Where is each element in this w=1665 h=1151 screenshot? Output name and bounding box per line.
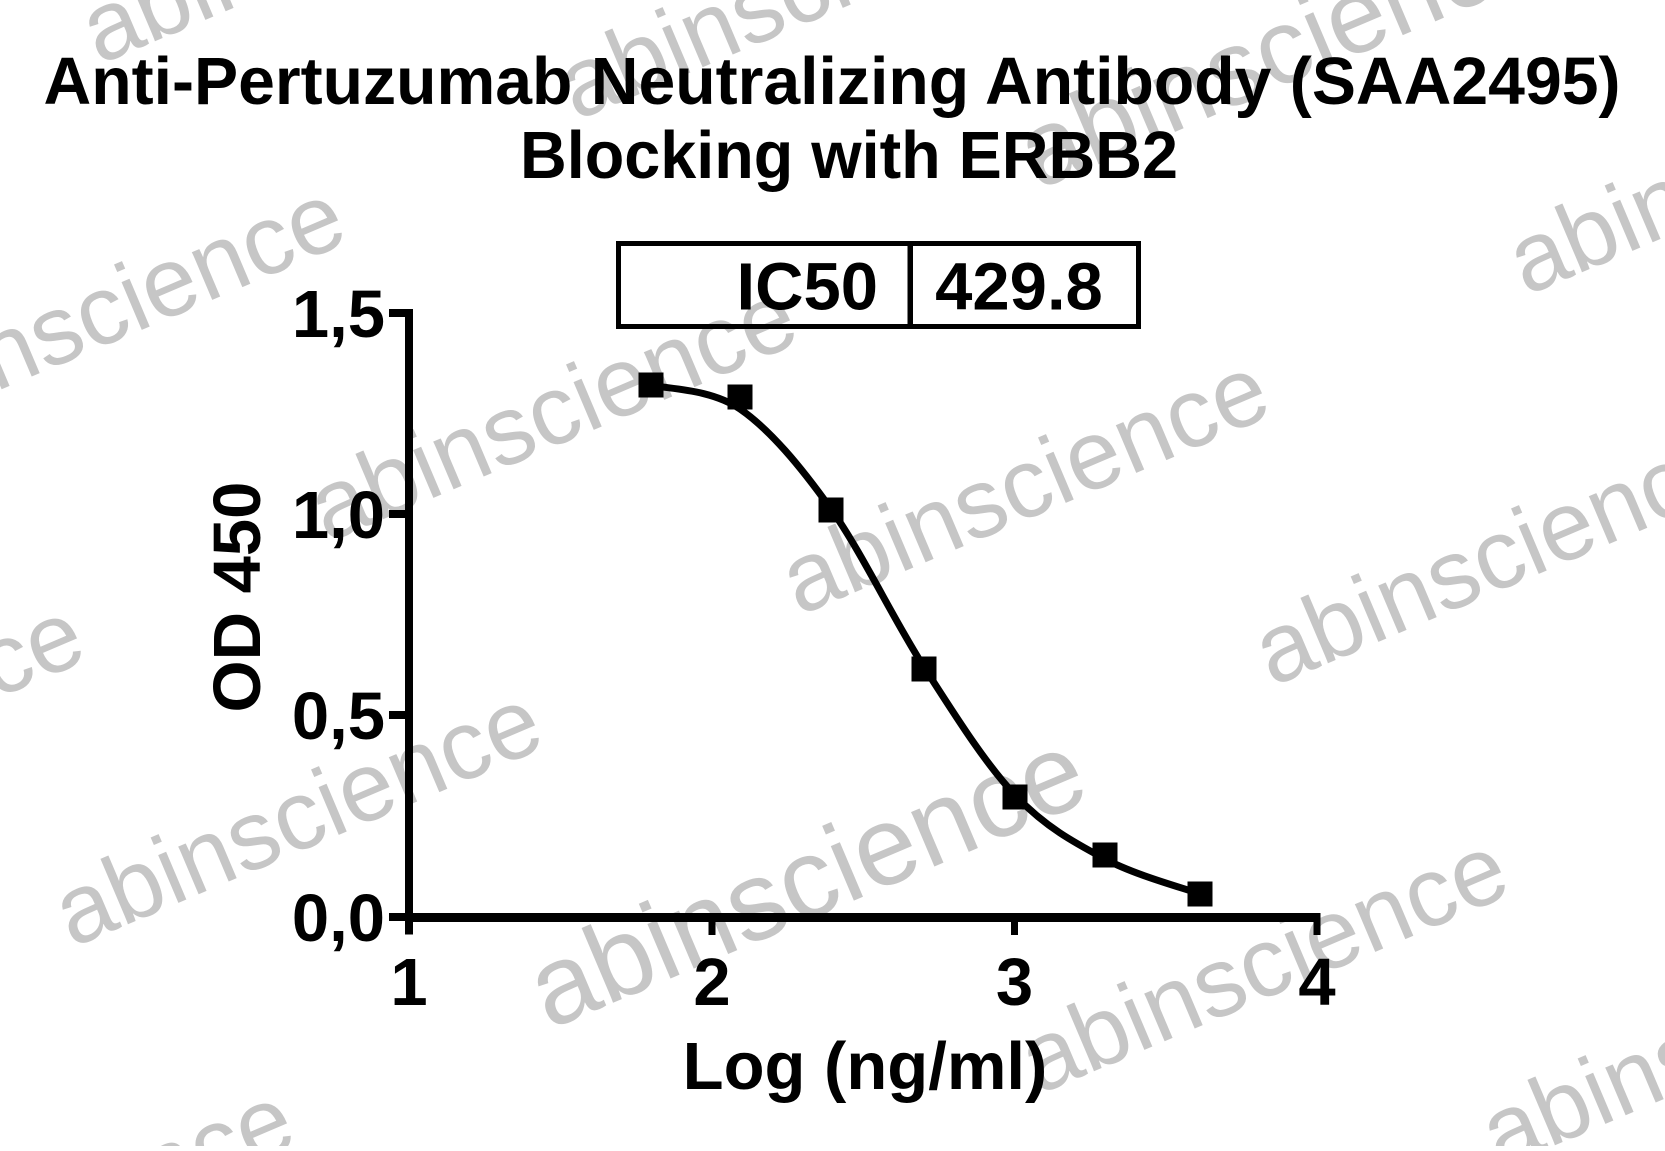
svg-text:Log (ng/ml): Log (ng/ml) <box>683 1029 1048 1104</box>
svg-text:Blocking with ERBB2: Blocking with ERBB2 <box>520 118 1178 193</box>
svg-text:1,5: 1,5 <box>292 277 385 352</box>
svg-text:0,0: 0,0 <box>292 881 385 956</box>
svg-text:1: 1 <box>390 945 427 1020</box>
svg-text:IC50: IC50 <box>736 250 878 325</box>
svg-text:429.8: 429.8 <box>935 250 1103 325</box>
svg-text:OD 450: OD 450 <box>200 482 275 713</box>
svg-text:4: 4 <box>1298 945 1335 1020</box>
svg-text:0,5: 0,5 <box>292 679 385 754</box>
svg-text:3: 3 <box>996 945 1033 1020</box>
svg-text:Anti-Pertuzumab Neutralizing A: Anti-Pertuzumab Neutralizing Antibody (S… <box>44 44 1621 119</box>
svg-text:1,0: 1,0 <box>292 478 385 553</box>
svg-text:2: 2 <box>693 945 730 1020</box>
